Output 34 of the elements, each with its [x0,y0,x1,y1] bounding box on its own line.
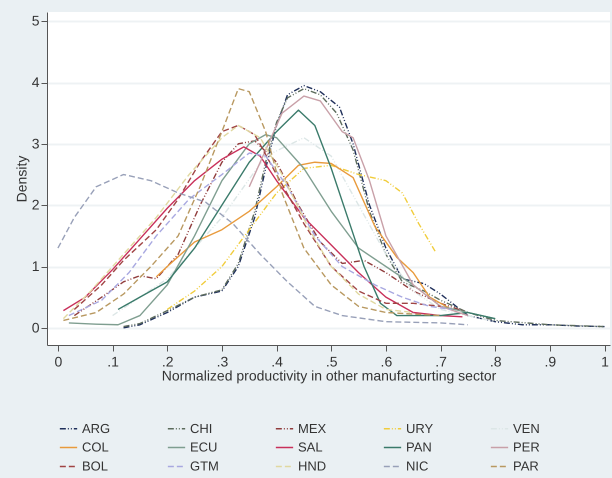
legend-label: VEN [513,420,540,436]
y-tick-label: 2 [32,196,40,213]
x-tick-label: 0 [54,354,63,370]
x-axis-title: Normalized productivity in other manufacturting sector [162,368,497,384]
legend-label: URY [406,420,434,436]
x-tick-label: 1 [601,354,610,370]
legend-label: PER [513,440,540,454]
y-tick-label: 5 [32,12,40,29]
x-tick-label: .3 [216,354,228,370]
legend-label: COL [82,440,109,454]
legend-label: NIC [406,458,428,474]
y-tick-label: 0 [32,319,40,336]
legend-label: PAN [406,440,432,454]
x-tick-label: .5 [326,354,338,370]
y-tick-label: 3 [32,135,40,152]
legend-label: MEX [298,420,326,436]
x-tick-label: .2 [162,354,174,370]
x-tick-label: .7 [435,354,448,370]
x-tick-label: .9 [544,354,556,370]
x-tick-label: .8 [490,354,502,370]
x-tick-label: .6 [380,354,392,370]
x-tick-label: .1 [107,354,120,370]
y-axis-title: Density [14,156,30,202]
legend-label: HND [298,458,326,474]
legend-label: SAL [298,440,323,454]
y-tick-label: 1 [32,258,40,274]
legend-label: BOL [82,458,108,474]
y-tick-label: 4 [32,74,40,90]
legend-label: ARG [82,420,110,436]
legend-label: PAR [513,458,539,474]
x-tick-label: .4 [271,354,284,370]
legend-label: ECU [190,440,218,454]
legend-label: GTM [190,458,219,474]
legend-label: CHI [190,420,212,436]
